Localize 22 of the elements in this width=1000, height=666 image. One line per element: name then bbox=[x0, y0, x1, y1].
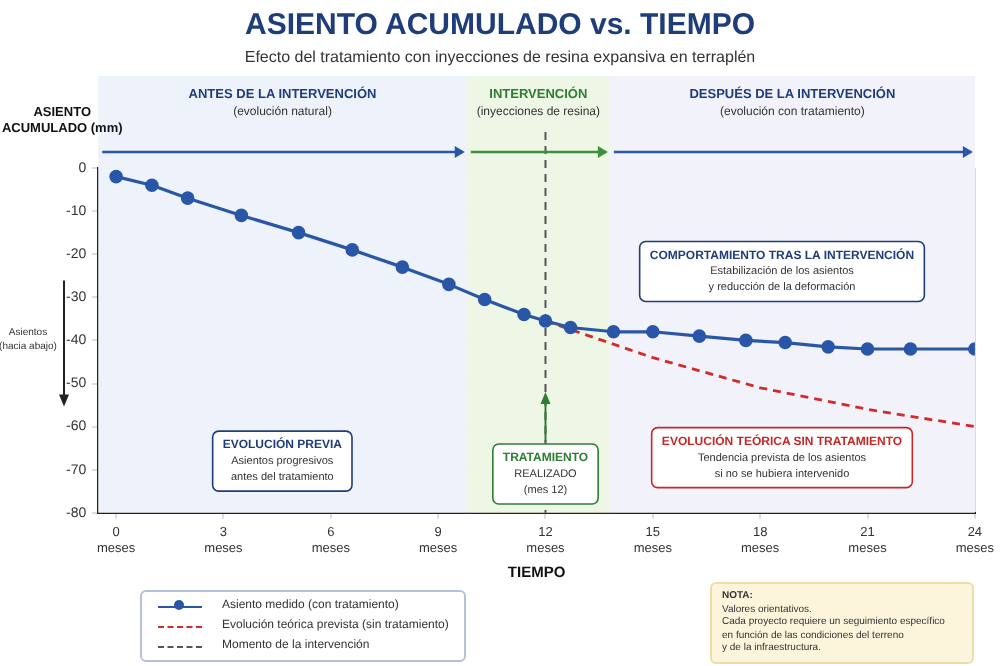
point bbox=[234, 208, 249, 223]
point bbox=[180, 191, 195, 205]
chart-title: ASIENTO ACUMULADO vs. TIEMPO bbox=[242, 8, 758, 42]
point bbox=[291, 225, 306, 240]
point bbox=[477, 292, 492, 307]
point bbox=[109, 169, 123, 184]
point bbox=[517, 307, 531, 322]
point bbox=[860, 342, 875, 356]
point bbox=[395, 260, 410, 274]
point bbox=[145, 178, 159, 193]
chart-subtitle: Efecto del tratamiento con inyecciones de resina expansiva en terraplén bbox=[242, 48, 758, 66]
point bbox=[538, 314, 553, 328]
point bbox=[778, 335, 793, 350]
point bbox=[903, 342, 918, 356]
point bbox=[739, 333, 753, 348]
point bbox=[606, 324, 621, 339]
point bbox=[692, 329, 707, 343]
point bbox=[442, 277, 456, 292]
point bbox=[646, 324, 660, 339]
point bbox=[345, 243, 360, 257]
point bbox=[821, 340, 835, 354]
point bbox=[563, 320, 578, 335]
